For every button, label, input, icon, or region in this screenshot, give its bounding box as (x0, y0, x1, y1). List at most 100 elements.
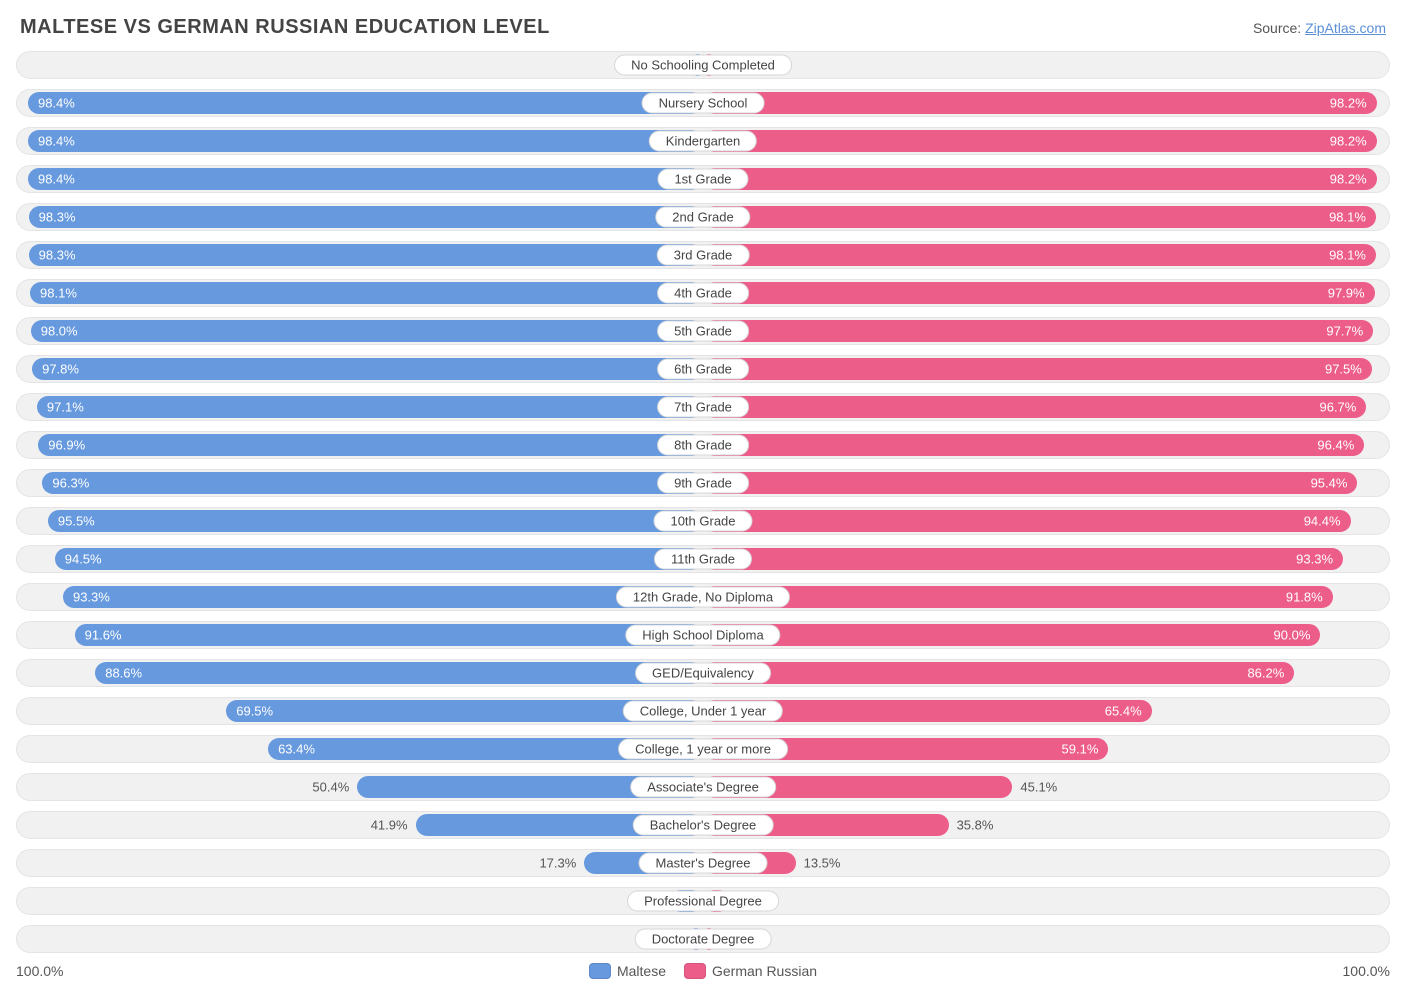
chart-header: MALTESE VS GERMAN RUSSIAN EDUCATION LEVE… (16, 16, 1390, 39)
bar-right-value: 45.1% (1020, 780, 1057, 795)
axis-right-max: 100.0% (1343, 963, 1390, 979)
bar-left: 95.5% (48, 510, 703, 532)
bar-left-value: 93.3% (73, 590, 110, 605)
bar-right-value: 90.0% (1274, 628, 1311, 643)
bar-left-value: 98.0% (41, 324, 78, 339)
chart-row: 50.4%45.1%Associate's Degree (16, 773, 1390, 801)
row-label: 12th Grade, No Diploma (616, 587, 790, 608)
bar-right: 86.2% (703, 662, 1294, 684)
row-label: Nursery School (642, 93, 765, 114)
chart-footer: 100.0% Maltese German Russian 100.0% (16, 963, 1390, 979)
chart-row: 98.1%97.9%4th Grade (16, 279, 1390, 307)
bar-right: 90.0% (703, 624, 1320, 646)
bar-left: 94.5% (55, 548, 703, 570)
row-label: 10th Grade (653, 511, 752, 532)
bar-left-value: 98.4% (38, 172, 75, 187)
bar-left: 98.4% (28, 130, 703, 152)
bar-right: 96.4% (703, 434, 1364, 456)
bar-right-value: 59.1% (1062, 742, 1099, 757)
chart-row: 97.8%97.5%6th Grade (16, 355, 1390, 383)
row-label: No Schooling Completed (614, 55, 792, 76)
legend-label-left: Maltese (617, 963, 666, 979)
bar-left: 98.3% (29, 244, 703, 266)
chart-row: 98.4% 98.2% Nursery School (16, 89, 1390, 117)
bar-right: 98.1% (703, 206, 1376, 228)
axis-left-max: 100.0% (16, 963, 63, 979)
bar-left-value: 98.4% (38, 134, 75, 149)
bar-left-value: 41.9% (371, 818, 408, 833)
bar-left-value: 69.5% (236, 704, 273, 719)
bar-left-value: 63.4% (278, 742, 315, 757)
source-link[interactable]: ZipAtlas.com (1305, 20, 1386, 36)
bar-right-value: 98.1% (1329, 210, 1366, 225)
chart-row: 88.6%86.2%GED/Equivalency (16, 659, 1390, 687)
legend-swatch-left (589, 963, 611, 979)
bar-right-value: 98.1% (1329, 248, 1366, 263)
bar-left-value: 95.5% (58, 514, 95, 529)
bar-left-value: 97.1% (47, 400, 84, 415)
chart-row: 69.5%65.4%College, Under 1 year (16, 697, 1390, 725)
chart-row: 95.5% 94.4%10th Grade (16, 507, 1390, 535)
bar-left-value: 88.6% (105, 666, 142, 681)
bar-right: 94.4% (703, 510, 1351, 532)
bar-right-value: 35.8% (957, 818, 994, 833)
bar-right-value: 97.7% (1326, 324, 1363, 339)
bar-right-value: 86.2% (1247, 666, 1284, 681)
bar-left-value: 94.5% (65, 552, 102, 567)
bar-left: 98.4% (28, 92, 703, 114)
bar-right-value: 91.8% (1286, 590, 1323, 605)
bar-left-value: 17.3% (539, 856, 576, 871)
bar-right-value: 98.2% (1330, 172, 1367, 187)
row-label: 11th Grade (654, 549, 752, 570)
bar-right-value: 13.5% (804, 856, 841, 871)
bar-right: 95.4% (703, 472, 1357, 494)
chart-row: 98.4%98.2%Kindergarten (16, 127, 1390, 155)
bar-right: 98.2% (703, 168, 1377, 190)
chart-row: 96.3% 95.4% 9th Grade (16, 469, 1390, 497)
source-prefix: Source: (1253, 20, 1305, 36)
bar-right: 98.1% (703, 244, 1376, 266)
row-label: 9th Grade (657, 473, 749, 494)
row-label: Doctorate Degree (635, 929, 772, 950)
bar-left-value: 96.3% (52, 476, 89, 491)
bar-right-value: 95.4% (1311, 476, 1348, 491)
row-label: Professional Degree (627, 891, 779, 912)
bar-left-value: 97.8% (42, 362, 79, 377)
row-label: College, Under 1 year (623, 701, 783, 722)
bar-left: 88.6% (95, 662, 703, 684)
bar-left: 96.3% (42, 472, 703, 494)
bar-left: 97.8% (32, 358, 703, 380)
legend-item-left: Maltese (589, 963, 666, 979)
chart-row: 91.6% 90.0% High School Diploma (16, 621, 1390, 649)
row-label: 2nd Grade (655, 207, 750, 228)
chart-row: 63.4% 59.1% College, 1 year or more (16, 735, 1390, 763)
bar-left: 91.6% (75, 624, 703, 646)
chart-row: 96.9%96.4%8th Grade (16, 431, 1390, 459)
bar-left-value: 98.4% (38, 96, 75, 111)
bar-left-value: 96.9% (48, 438, 85, 453)
row-label: 1st Grade (657, 169, 748, 190)
bar-right: 98.2% (703, 92, 1377, 114)
chart-row: 98.0% 97.7% 5th Grade (16, 317, 1390, 345)
source-attribution: Source: ZipAtlas.com (1253, 20, 1386, 36)
bar-right: 91.8% (703, 586, 1333, 608)
bar-left-value: 91.6% (85, 628, 122, 643)
row-label: 6th Grade (657, 359, 749, 380)
bar-right: 98.2% (703, 130, 1377, 152)
bar-left-value: 98.3% (39, 248, 76, 263)
chart-row: 98.3%98.1%2nd Grade (16, 203, 1390, 231)
bar-right: 97.9% (703, 282, 1375, 304)
bar-left: 98.0% (31, 320, 703, 342)
bar-right-value: 98.2% (1330, 96, 1367, 111)
bar-right: 96.7% (703, 396, 1366, 418)
row-label: 5th Grade (657, 321, 749, 342)
row-label: College, 1 year or more (618, 739, 788, 760)
chart-row: 97.1%96.7%7th Grade (16, 393, 1390, 421)
bar-right: 97.7% (703, 320, 1373, 342)
bar-right-value: 93.3% (1296, 552, 1333, 567)
row-label: High School Diploma (625, 625, 780, 646)
row-label: Associate's Degree (630, 777, 776, 798)
bar-right: 93.3% (703, 548, 1343, 570)
legend: Maltese German Russian (589, 963, 817, 979)
bar-right-value: 96.7% (1319, 400, 1356, 415)
